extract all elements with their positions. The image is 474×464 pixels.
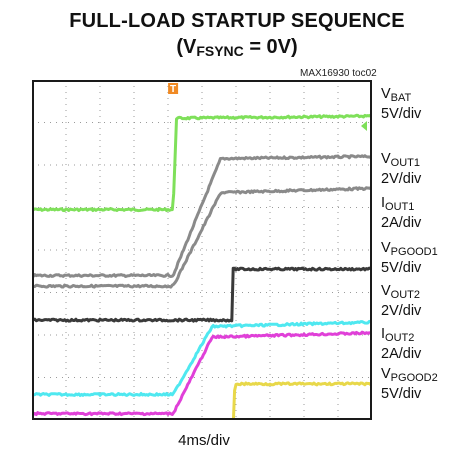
trace-vout2 xyxy=(32,319,372,397)
channel-subscript: OUT2 xyxy=(385,332,415,344)
channel-symbol: V xyxy=(381,240,391,256)
channel-scale: 2A/div xyxy=(381,215,422,231)
channel-scale: 2V/div xyxy=(381,303,422,319)
trace-vbat xyxy=(32,113,372,213)
channel-symbol: V xyxy=(381,151,391,167)
trace-vout1 xyxy=(32,154,372,278)
channel-label-out1: VOUT1 2V/div xyxy=(381,151,421,187)
channel-symbol: V xyxy=(381,86,391,102)
channel-label-pgood1: VPGOOD1 5V/div xyxy=(381,240,438,276)
channel-scale: 5V/div xyxy=(381,386,422,402)
channel-scale: 5V/div xyxy=(381,260,422,276)
channel-subscript: OUT1 xyxy=(390,157,421,169)
channel-name: VPGOOD2 xyxy=(381,366,438,386)
channel-name: VOUT2 xyxy=(381,283,421,303)
trigger-marker-label: T xyxy=(170,84,176,95)
channel-subscript: OUT2 xyxy=(390,289,421,301)
scope-traces xyxy=(32,113,372,420)
channel-symbol: I xyxy=(381,326,386,342)
channel-scale: 5V/div xyxy=(381,106,422,122)
subtitle-suffix: = 0V) xyxy=(243,36,298,58)
trigger-marker-icon xyxy=(168,83,179,94)
channel-label-bat: VBAT 5V/div xyxy=(381,86,421,122)
channel-name: VBAT xyxy=(381,86,421,106)
channel-symbol: V xyxy=(381,283,391,299)
trace-iout1 xyxy=(32,186,372,289)
figure-id: MAX16930 toc02 xyxy=(300,68,377,79)
channel-scale: 2V/div xyxy=(381,171,422,187)
channel-name: VPGOOD1 xyxy=(381,240,438,260)
scope-plot: T xyxy=(32,80,372,420)
channel-label-out2: IOUT2 2A/div xyxy=(381,326,421,362)
channel-name: IOUT2 xyxy=(381,326,421,346)
channel-subscript: OUT1 xyxy=(385,201,415,213)
channel-name: VOUT1 xyxy=(381,151,421,171)
vbat-level-arrow-icon xyxy=(361,121,367,131)
channel-subscript: PGOOD1 xyxy=(390,246,438,258)
channel-name: IOUT1 xyxy=(381,195,421,215)
chart-title: FULL-LOAD STARTUP SEQUENCE xyxy=(69,10,405,32)
scope-grid xyxy=(32,80,372,420)
channel-label-out1: IOUT1 2A/div xyxy=(381,195,421,231)
channel-symbol: V xyxy=(381,366,391,382)
channel-subscript: BAT xyxy=(390,92,412,104)
channel-label-pgood2: VPGOOD2 5V/div xyxy=(381,366,438,402)
scope-frame xyxy=(32,80,372,420)
channel-label-out2: VOUT2 2V/div xyxy=(381,283,421,319)
subtitle-subscript: FSYNC xyxy=(196,43,244,59)
channel-subscript: PGOOD2 xyxy=(390,372,438,384)
channel-symbol: I xyxy=(381,195,386,211)
trace-vpgood2 xyxy=(231,381,372,420)
x-axis-label: 4ms/div xyxy=(178,432,230,449)
scope-markers: T xyxy=(168,83,367,131)
trace-vpgood1 xyxy=(32,266,372,323)
chart-subtitle: (VFSYNC = 0V) xyxy=(0,36,474,59)
channel-scale: 2A/div xyxy=(381,346,422,362)
trace-iout2 xyxy=(32,330,372,417)
subtitle-prefix: (V xyxy=(176,36,197,58)
